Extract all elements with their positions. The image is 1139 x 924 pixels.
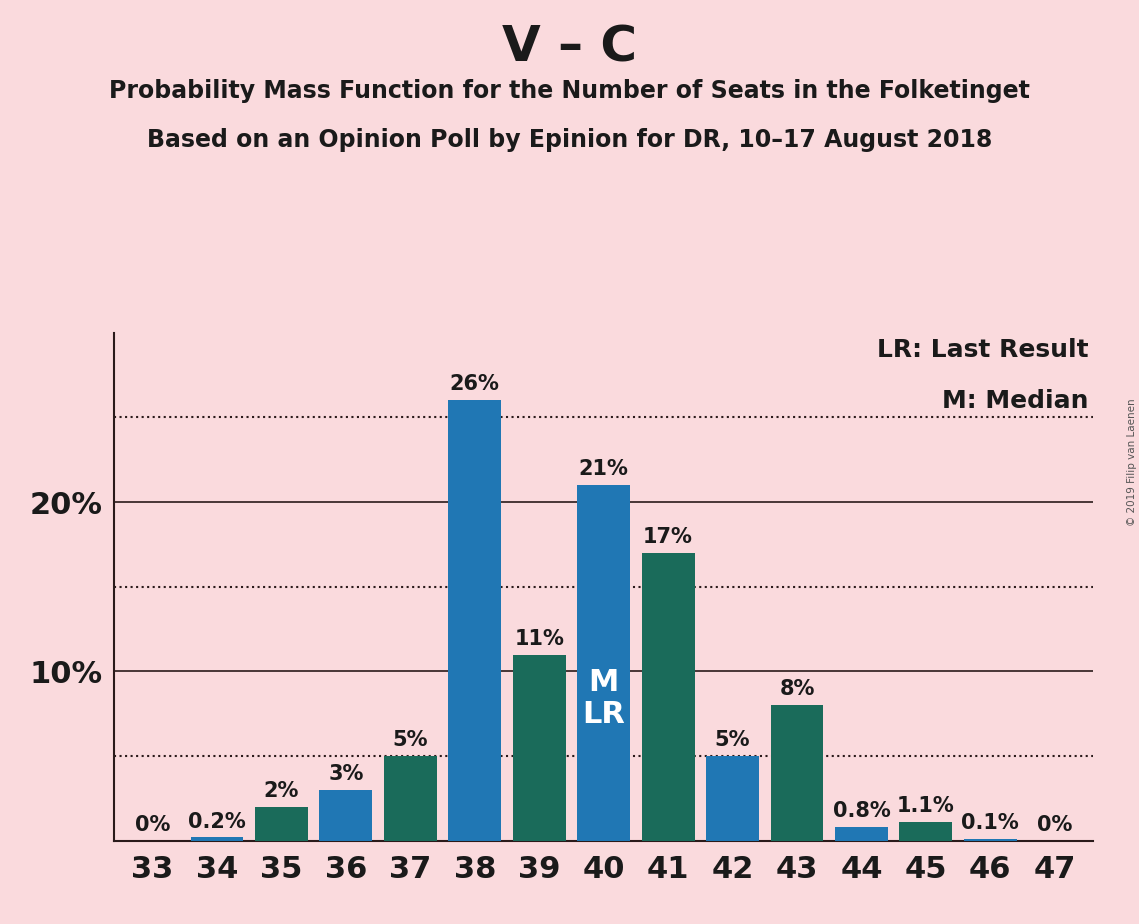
Text: 26%: 26% [450,374,500,395]
Bar [319,790,372,841]
Text: 11%: 11% [515,628,564,649]
Bar [900,822,952,841]
Bar [771,705,823,841]
Bar [449,400,501,841]
Text: Probability Mass Function for the Number of Seats in the Folketinget: Probability Mass Function for the Number… [109,79,1030,103]
Text: 0%: 0% [1038,815,1073,835]
Text: Based on an Opinion Poll by Epinion for DR, 10–17 August 2018: Based on an Opinion Poll by Epinion for … [147,128,992,152]
Text: M
LR: M LR [582,668,625,729]
Bar [641,553,695,841]
Text: 0.2%: 0.2% [188,811,246,832]
Text: M: Median: M: Median [942,388,1089,412]
Bar [384,756,436,841]
Bar [513,654,566,841]
Text: 5%: 5% [393,730,428,750]
Bar [190,837,244,841]
Text: LR: Last Result: LR: Last Result [877,337,1089,361]
Text: 8%: 8% [779,679,814,699]
Text: 3%: 3% [328,764,363,784]
Text: V – C: V – C [502,23,637,71]
Text: © 2019 Filip van Laenen: © 2019 Filip van Laenen [1126,398,1137,526]
Text: 21%: 21% [579,459,629,480]
Bar [577,485,630,841]
Bar [964,839,1017,841]
Bar [706,756,759,841]
Text: 2%: 2% [264,781,300,801]
Text: 0%: 0% [134,815,170,835]
Text: 5%: 5% [715,730,751,750]
Text: 0.8%: 0.8% [833,801,891,821]
Text: 0.1%: 0.1% [961,813,1019,833]
Bar [255,807,308,841]
Text: 17%: 17% [644,527,693,547]
Text: 1.1%: 1.1% [898,796,954,816]
Bar [835,827,888,841]
